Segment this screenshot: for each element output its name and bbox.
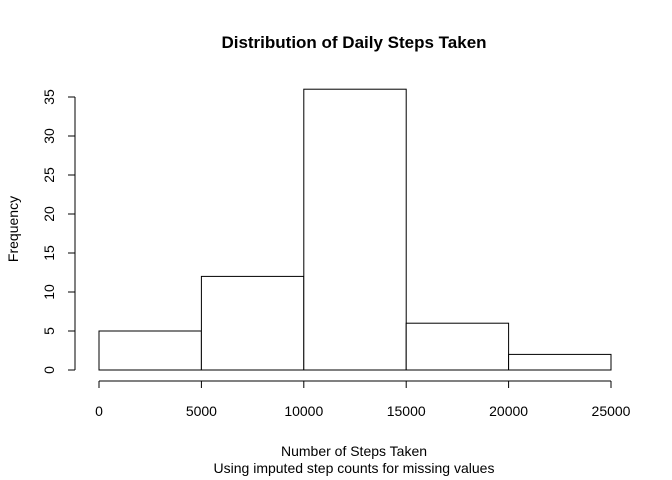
y-axis: 0 5 10 15 20 25 30 35 [41, 89, 76, 374]
x-tick-label: 15000 [387, 403, 426, 419]
y-tick-label: 30 [41, 128, 57, 144]
x-tick-label: 20000 [489, 403, 528, 419]
y-tick-label: 15 [41, 245, 57, 261]
chart-subtitle: Using imputed step counts for missing va… [214, 460, 495, 476]
y-tick-label: 10 [41, 284, 57, 300]
x-tick-label: 0 [95, 403, 103, 419]
x-tick-label: 10000 [284, 403, 323, 419]
histogram-bar-3 [405, 322, 510, 371]
histogram-bar-4 [508, 353, 612, 371]
histogram-bar-1 [200, 275, 305, 371]
y-axis-label: Frequency [5, 196, 21, 262]
y-tick-label: 25 [41, 167, 57, 183]
y-tick-label: 5 [41, 327, 57, 335]
histogram-bar-2 [303, 88, 407, 371]
chart-title: Distribution of Daily Steps Taken [221, 33, 486, 52]
x-axis-label: Number of Steps Taken [281, 443, 427, 459]
y-tick-label: 20 [41, 206, 57, 222]
bars-group [98, 88, 612, 371]
x-tick-label: 25000 [592, 403, 631, 419]
x-axis: 0 5000 10000 15000 20000 25000 [95, 380, 631, 419]
y-tick-label: 35 [41, 89, 57, 105]
x-tick-label: 5000 [186, 403, 217, 419]
y-tick-label: 0 [41, 366, 57, 374]
histogram-bar-0 [98, 330, 202, 371]
